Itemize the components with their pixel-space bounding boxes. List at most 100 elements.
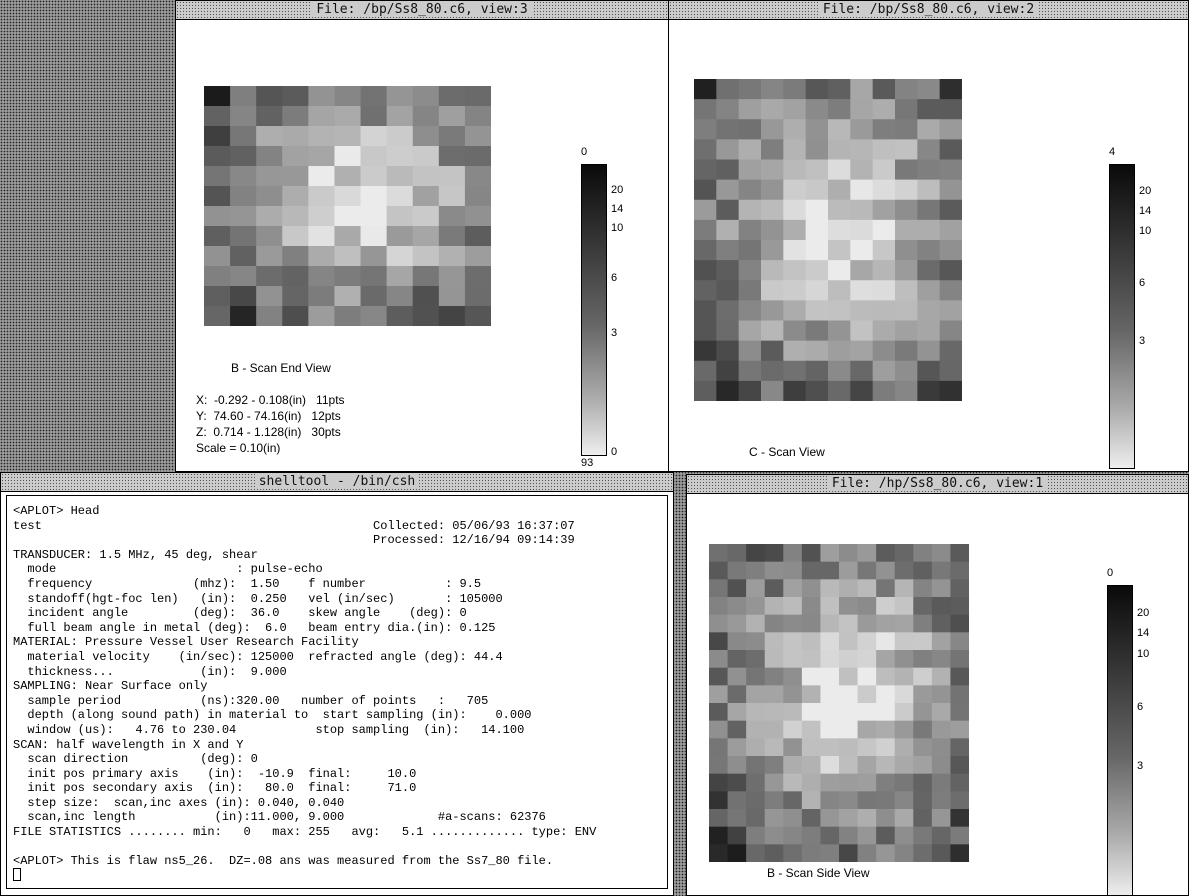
- pixel-cell: [761, 341, 784, 362]
- pixel-cell: [334, 86, 361, 107]
- pixel-cell: [917, 220, 940, 241]
- pixel-cell: [413, 226, 440, 247]
- title-bar[interactable]: shelltool - /bin/csh: [1, 473, 673, 492]
- pixel-cell: [783, 579, 802, 597]
- pixel-cell: [876, 756, 895, 774]
- pixel-cell: [873, 240, 896, 261]
- pixel-cell: [806, 321, 829, 342]
- pixel-cell: [850, 220, 873, 241]
- pixel-cell: [746, 685, 765, 703]
- pixel-cell: [728, 756, 747, 774]
- pixel-cell: [858, 703, 877, 721]
- pixel-cell: [850, 361, 873, 382]
- pixel-cell: [932, 827, 951, 845]
- pixel-cell: [361, 306, 388, 326]
- pixel-cell: [204, 166, 231, 187]
- pixel-cell: [256, 126, 283, 147]
- scale-tick-label: 10: [611, 222, 623, 234]
- pixel-cell: [361, 186, 388, 207]
- pixel-cell: [387, 246, 414, 267]
- pixel-cell: [465, 286, 491, 307]
- pixel-cell: [820, 774, 839, 792]
- view-caption: B - Scan Side View: [767, 866, 870, 880]
- scale-top-label: 0: [581, 146, 587, 158]
- pixel-cell: [387, 126, 414, 147]
- pixel-cell: [465, 306, 491, 326]
- pixel-cell: [895, 650, 914, 668]
- pixel-cell: [806, 280, 829, 301]
- pixel-cell: [709, 562, 728, 580]
- pixel-cell: [917, 321, 940, 342]
- pixel-cell: [746, 809, 765, 827]
- pixel-cell: [728, 721, 747, 739]
- pixel-cell: [820, 615, 839, 633]
- pixel-cell: [932, 809, 951, 827]
- pixel-cell: [765, 668, 784, 686]
- pixel-cell: [765, 827, 784, 845]
- pixel-cell: [828, 361, 851, 382]
- pixel-cell: [820, 738, 839, 756]
- pixel-cell: [709, 615, 728, 633]
- title-bar[interactable]: File: /bp/Ss8_80.c6, view:3: [176, 1, 668, 20]
- title-bar[interactable]: File: /hp/Ss8_80.c6, view:1: [687, 475, 1188, 494]
- pixel-cell: [716, 321, 739, 342]
- pixel-cell: [282, 166, 309, 187]
- pixel-cell: [820, 791, 839, 809]
- pixel-cell: [765, 685, 784, 703]
- pixel-cell: [913, 632, 932, 650]
- pixel-cell: [876, 544, 895, 562]
- pixel-cell: [850, 260, 873, 281]
- pixel-cell: [746, 721, 765, 739]
- pixel-cell: [895, 756, 914, 774]
- pixel-cell: [917, 180, 940, 201]
- pixel-cell: [895, 240, 918, 261]
- pixel-cell: [783, 321, 806, 342]
- pixel-cell: [828, 300, 851, 321]
- pixel-cell: [204, 106, 231, 127]
- title-bar[interactable]: File: /bp/Ss8_80.c6, view:2: [669, 1, 1188, 20]
- pixel-cell: [917, 240, 940, 261]
- pixel-cell: [839, 562, 858, 580]
- pixel-cell: [334, 306, 361, 326]
- pixel-cell: [783, 668, 802, 686]
- pixel-cell: [694, 260, 717, 281]
- pixel-cell: [806, 260, 829, 281]
- pixel-cell: [716, 139, 739, 160]
- pixel-cell: [204, 206, 231, 227]
- pixel-cell: [439, 266, 466, 287]
- pixel-cell: [783, 341, 806, 362]
- pixel-cell: [932, 703, 951, 721]
- pixel-cell: [876, 562, 895, 580]
- pixel-cell: [895, 827, 914, 845]
- pixel-cell: [820, 597, 839, 615]
- pixel-cell: [746, 615, 765, 633]
- pixel-cell: [858, 650, 877, 668]
- pixel-cell: [413, 106, 440, 127]
- pixel-cell: [230, 166, 257, 187]
- pixel-cell: [709, 685, 728, 703]
- pixel-cell: [282, 86, 309, 107]
- pixel-cell: [806, 160, 829, 181]
- terminal-line: frequency (mhz): 1.50 f number : 9.5: [13, 577, 661, 592]
- pixel-cell: [761, 99, 784, 120]
- pixel-cell: [413, 86, 440, 107]
- pixel-cell: [828, 280, 851, 301]
- pixel-cell: [876, 738, 895, 756]
- pixel-cell: [839, 650, 858, 668]
- pixel-cell: [387, 186, 414, 207]
- pixel-cell: [694, 79, 717, 100]
- pixel-cell: [761, 220, 784, 241]
- pixel-cell: [728, 632, 747, 650]
- pixel-cell: [917, 200, 940, 221]
- scale-tick-label: 3: [1137, 760, 1143, 772]
- pixel-cell: [694, 381, 717, 401]
- pixel-cell: [761, 321, 784, 342]
- pixel-cell: [839, 791, 858, 809]
- pixel-cell: [694, 321, 717, 342]
- pixel-cell: [709, 721, 728, 739]
- pixel-cell: [858, 544, 877, 562]
- pixel-cell: [940, 99, 962, 120]
- pixel-cell: [895, 200, 918, 221]
- pixel-cell: [839, 774, 858, 792]
